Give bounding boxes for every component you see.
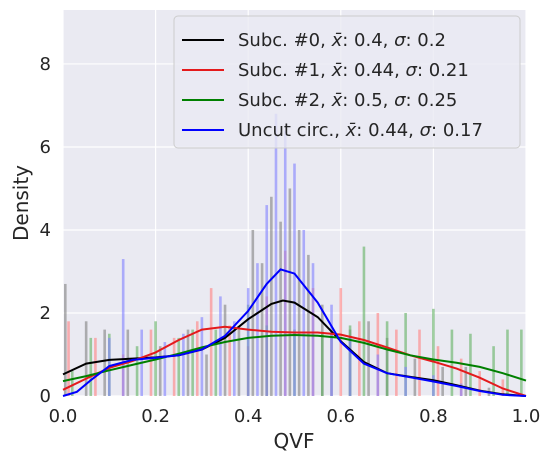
- histogram-bar: [135, 346, 139, 396]
- histogram-bar: [302, 229, 306, 396]
- histogram-bar: [195, 321, 199, 396]
- histogram-bar: [251, 229, 255, 396]
- histogram-bar: [385, 321, 389, 396]
- x-tick-label: 0.2: [141, 406, 170, 427]
- histogram-bar: [200, 317, 204, 396]
- histogram-bar: [367, 321, 370, 396]
- histogram-bar: [223, 304, 227, 396]
- histogram-bar: [163, 342, 167, 396]
- histogram-bar: [330, 304, 333, 396]
- histogram-bar: [520, 329, 523, 396]
- histogram-bar: [464, 366, 468, 396]
- y-axis-label: Density: [9, 165, 33, 241]
- histogram-bar: [233, 321, 236, 396]
- histogram-bar: [265, 205, 269, 396]
- histogram-bar: [182, 333, 185, 396]
- histogram-bar: [418, 329, 421, 396]
- histogram-bar: [459, 358, 463, 396]
- x-tick-label: 0.4: [234, 406, 263, 427]
- histogram-bar: [214, 329, 218, 396]
- legend: Subc. #0, x̄: 0.4, σ: 0.2 Subc. #1, x̄: 0…: [173, 15, 521, 149]
- histogram-bar: [459, 383, 463, 396]
- histogram-bar: [70, 371, 74, 396]
- histogram-bar: [311, 263, 315, 396]
- histogram-bar: [270, 196, 273, 396]
- histogram-bar: [121, 259, 125, 396]
- x-tick-label: 0.8: [419, 406, 448, 427]
- x-tick-label: 1.0: [512, 406, 541, 427]
- histogram-bar: [191, 329, 194, 396]
- histogram-bar: [395, 329, 398, 396]
- x-axis-label: QVF: [274, 429, 315, 453]
- histogram-bar: [205, 354, 208, 396]
- histogram-bar: [436, 346, 440, 396]
- histogram-bar: [506, 329, 509, 396]
- histogram-bar: [307, 254, 310, 396]
- histogram-bar: [376, 354, 380, 396]
- histogram-bar: [260, 263, 264, 396]
- kde-line: [62, 268, 527, 397]
- tick-labels: 0.0 0.2 0.4 0.6 0.8 1.0 0 2 4 6 8: [40, 54, 541, 427]
- histogram-bar: [103, 329, 106, 396]
- histogram-bar: [432, 308, 435, 396]
- histogram-bar: [219, 296, 222, 396]
- histogram-bar: [274, 113, 278, 397]
- kde-curves: [62, 268, 527, 397]
- y-tick-label: 0: [40, 386, 51, 407]
- histogram-bar: [320, 333, 324, 396]
- histogram-bar: [84, 321, 88, 396]
- histogram-bar: [279, 221, 282, 396]
- histogram-bar: [177, 337, 181, 396]
- histogram-bar: [362, 246, 366, 396]
- histogram-bar: [94, 337, 97, 396]
- histogram-bar: [209, 288, 213, 396]
- legend-box: [173, 15, 521, 149]
- histogram-bar: [149, 329, 153, 396]
- histogram-bar: [237, 329, 241, 396]
- histogram-bar: [404, 366, 407, 396]
- histogram-bar: [228, 325, 231, 396]
- histogram-bar: [158, 346, 162, 396]
- x-tick-label: 0.6: [326, 406, 355, 427]
- y-tick-label: 8: [40, 54, 51, 75]
- histogram-bar: [348, 337, 352, 396]
- histogram-bar: [297, 229, 301, 396]
- histogram-bars: [64, 113, 523, 397]
- y-tick-label: 6: [40, 137, 51, 158]
- legend-entry-label: Subc. #0, x̄: 0.4, σ: 0.2: [238, 30, 446, 51]
- legend-entry-label: Subc. #2, x̄: 0.5, σ: 0.25: [238, 90, 457, 111]
- histogram-bar: [293, 163, 296, 396]
- legend-entry-label: Uncut circ., x̄: 0.44, σ: 0.17: [238, 120, 483, 141]
- x-tick-label: 0.0: [49, 406, 78, 427]
- histogram-bar: [246, 288, 250, 396]
- y-tick-label: 2: [40, 303, 51, 324]
- legend-entry-label: Subc. #1, x̄: 0.44, σ: 0.21: [238, 60, 469, 81]
- histogram-bar: [89, 337, 93, 396]
- histogram-bar: [172, 337, 176, 396]
- histogram-bar: [432, 375, 435, 396]
- histogram-bar: [478, 371, 481, 396]
- histogram-bar: [186, 329, 190, 396]
- histogram-bar: [288, 188, 292, 396]
- kde-line: [62, 333, 527, 383]
- y-tick-label: 4: [40, 220, 51, 241]
- histogram-bar: [67, 321, 70, 396]
- histogram-bar: [283, 130, 287, 396]
- histogram-bar: [64, 283, 67, 396]
